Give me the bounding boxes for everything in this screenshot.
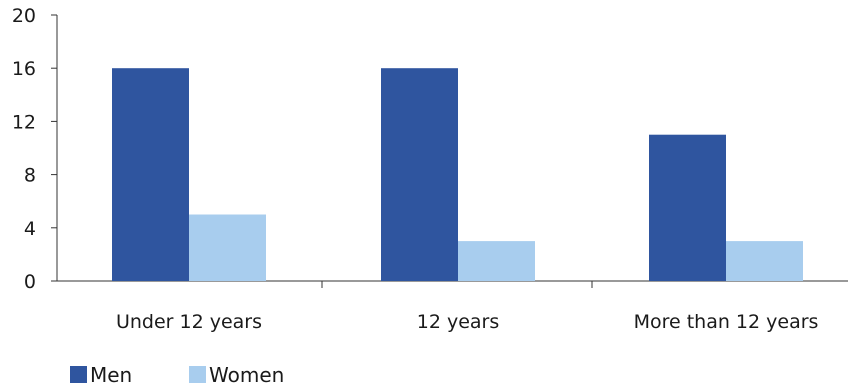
legend-swatch-women [189,366,206,383]
x-tick-label: Under 12 years [116,311,262,333]
y-tick-label: 8 [24,165,36,187]
legend-label-men: Men [90,363,132,387]
bar-men-2 [381,68,458,281]
legend-swatch-men [70,366,87,383]
bar-men-3 [649,134,726,281]
x-tick-label: More than 12 years [634,311,819,333]
bar-women-1 [189,214,266,281]
y-tick-label: 16 [12,58,36,80]
y-tick-label: 4 [24,218,36,240]
legend-label-women: Women [209,363,284,387]
y-tick-label: 0 [24,271,36,293]
bar-women-2 [458,241,535,281]
bar-men-1 [112,68,189,281]
y-tick-label: 20 [12,5,36,27]
y-tick-label: 12 [12,111,36,133]
x-tick-label: 12 years [417,311,500,333]
bar-women-3 [726,241,803,281]
